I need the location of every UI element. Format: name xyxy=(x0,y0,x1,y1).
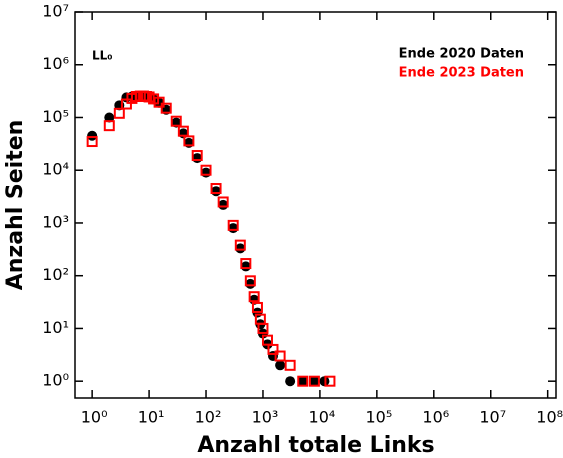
point xyxy=(297,375,309,387)
point xyxy=(148,93,160,105)
x-tick-label: 10⁴ xyxy=(309,408,336,427)
point xyxy=(324,375,336,387)
y-tick-label: 10⁴ xyxy=(42,160,69,179)
point xyxy=(251,301,263,313)
point xyxy=(170,115,182,127)
point xyxy=(244,275,256,287)
point xyxy=(200,164,212,176)
point xyxy=(297,376,308,387)
x-tick-label: 10⁸ xyxy=(536,408,563,427)
x-tick-label: 10⁵ xyxy=(365,408,392,427)
y-tick-label: 10⁰ xyxy=(42,371,69,390)
point xyxy=(160,102,172,114)
annotation: LL₀ xyxy=(92,49,113,63)
y-tick-label: 10² xyxy=(42,265,69,284)
point xyxy=(86,136,98,148)
point xyxy=(210,183,222,195)
point xyxy=(103,120,115,132)
y-tick-label: 10¹ xyxy=(42,318,69,337)
x-tick-label: 10⁰ xyxy=(81,408,108,427)
y-tick-label: 10⁵ xyxy=(42,107,69,126)
point xyxy=(245,278,256,289)
point xyxy=(153,96,165,108)
point xyxy=(234,239,246,251)
point xyxy=(177,125,189,137)
plot-frame xyxy=(74,11,557,399)
y-tick-label: 10⁶ xyxy=(42,54,69,73)
x-tick-label: 10³ xyxy=(252,408,279,427)
point xyxy=(235,243,246,254)
point xyxy=(261,334,273,346)
x-tick-label: 10¹ xyxy=(138,408,165,427)
legend-entry: Ende 2023 Daten xyxy=(399,66,524,81)
point xyxy=(284,359,296,371)
point xyxy=(267,343,279,355)
point xyxy=(217,196,229,208)
legend-entry: Ende 2020 Daten xyxy=(399,47,524,62)
point xyxy=(309,376,320,387)
point xyxy=(120,98,132,110)
y-tick-label: 10⁷ xyxy=(42,2,69,21)
point xyxy=(104,112,115,123)
x-tick-label: 10² xyxy=(195,408,222,427)
point xyxy=(319,376,330,387)
point xyxy=(191,150,203,162)
x-tick-label: 10⁷ xyxy=(479,408,506,427)
point xyxy=(275,360,286,371)
point xyxy=(183,135,195,147)
point xyxy=(308,375,320,387)
point xyxy=(113,107,125,119)
point xyxy=(227,219,239,231)
point xyxy=(240,258,252,270)
point xyxy=(257,322,269,334)
point xyxy=(87,130,98,141)
x-axis-label: Anzahl totale Links xyxy=(197,433,434,458)
point xyxy=(274,350,286,362)
x-tick-label: 10⁶ xyxy=(422,408,449,427)
y-tick-label: 10³ xyxy=(42,212,69,231)
y-axis-label: Anzahl Seiten xyxy=(3,120,28,291)
point xyxy=(248,291,260,303)
point xyxy=(285,376,296,387)
